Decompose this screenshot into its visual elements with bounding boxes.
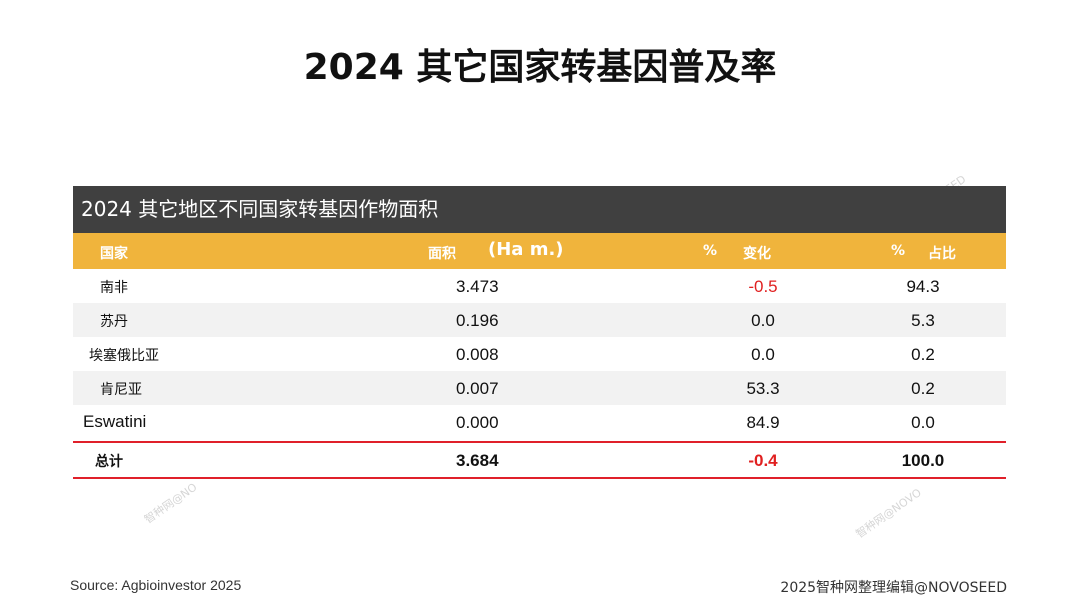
cell-change: 53.3 bbox=[746, 379, 780, 398]
table-title: 2024 其它地区不同国家转基因作物面积 bbox=[73, 186, 1006, 233]
table-row: 苏丹 0.196 0.0 5.3 bbox=[73, 303, 1006, 337]
cell-change: -0.5 bbox=[748, 277, 778, 296]
watermark: 智种网@NO bbox=[142, 480, 200, 527]
cell-country: 南非 bbox=[100, 280, 128, 296]
cell-area: 0.008 bbox=[456, 345, 499, 364]
header-area: 面积 bbox=[428, 246, 456, 262]
cell-change: 0.0 bbox=[751, 311, 775, 330]
cell-share: 0.2 bbox=[911, 379, 935, 398]
cell-change: 84.9 bbox=[746, 413, 780, 432]
total-share: 100.0 bbox=[901, 451, 945, 470]
table-header: 国家 面积 (Ha m.) % 变化 % 占比 bbox=[73, 233, 1006, 269]
header-country: 国家 bbox=[100, 246, 128, 262]
cell-area: 0.196 bbox=[456, 311, 499, 330]
header-share-pct: % bbox=[891, 243, 906, 259]
cell-share: 0.0 bbox=[911, 413, 935, 432]
header-change: 变化 bbox=[743, 246, 771, 262]
total-area: 3.684 bbox=[456, 451, 499, 470]
cell-area: 3.473 bbox=[456, 277, 499, 296]
header-share: 占比 bbox=[928, 246, 956, 262]
cell-country: Eswatini bbox=[83, 412, 147, 431]
cell-share: 0.2 bbox=[911, 345, 935, 364]
table-total-row: 总计 3.684 -0.4 100.0 bbox=[73, 441, 1006, 479]
cell-country: 埃塞俄比亚 bbox=[89, 348, 159, 364]
table-row: 南非 3.473 -0.5 94.3 bbox=[73, 269, 1006, 303]
header-area-unit: (Ha m.) bbox=[488, 239, 564, 260]
slide-title: 2024 其它国家转基因普及率 bbox=[303, 47, 777, 88]
watermark: 智种网@NOVO bbox=[853, 486, 924, 541]
cell-area: 0.000 bbox=[456, 413, 499, 432]
header-change-pct: % bbox=[703, 243, 718, 259]
cell-share: 5.3 bbox=[911, 311, 935, 330]
credit-note: 2025智种网整理编辑@NOVOSEED bbox=[780, 580, 1007, 596]
cell-area: 0.007 bbox=[456, 379, 499, 398]
total-label: 总计 bbox=[95, 454, 123, 470]
table-row: Eswatini 0.000 84.9 0.0 bbox=[73, 405, 1006, 439]
cell-change: 0.0 bbox=[751, 345, 775, 364]
cell-share: 94.3 bbox=[906, 277, 940, 296]
cell-country: 苏丹 bbox=[100, 314, 128, 330]
data-table: 2024 其它地区不同国家转基因作物面积 国家 面积 (Ha m.) % 变化 … bbox=[73, 186, 1006, 479]
source-note: Source: Agbioinvestor 2025 bbox=[70, 577, 242, 593]
cell-country: 肯尼亚 bbox=[100, 382, 142, 398]
table-row: 肯尼亚 0.007 53.3 0.2 bbox=[73, 371, 1006, 405]
table-row: 埃塞俄比亚 0.008 0.0 0.2 bbox=[73, 337, 1006, 371]
total-change: -0.4 bbox=[748, 451, 778, 470]
